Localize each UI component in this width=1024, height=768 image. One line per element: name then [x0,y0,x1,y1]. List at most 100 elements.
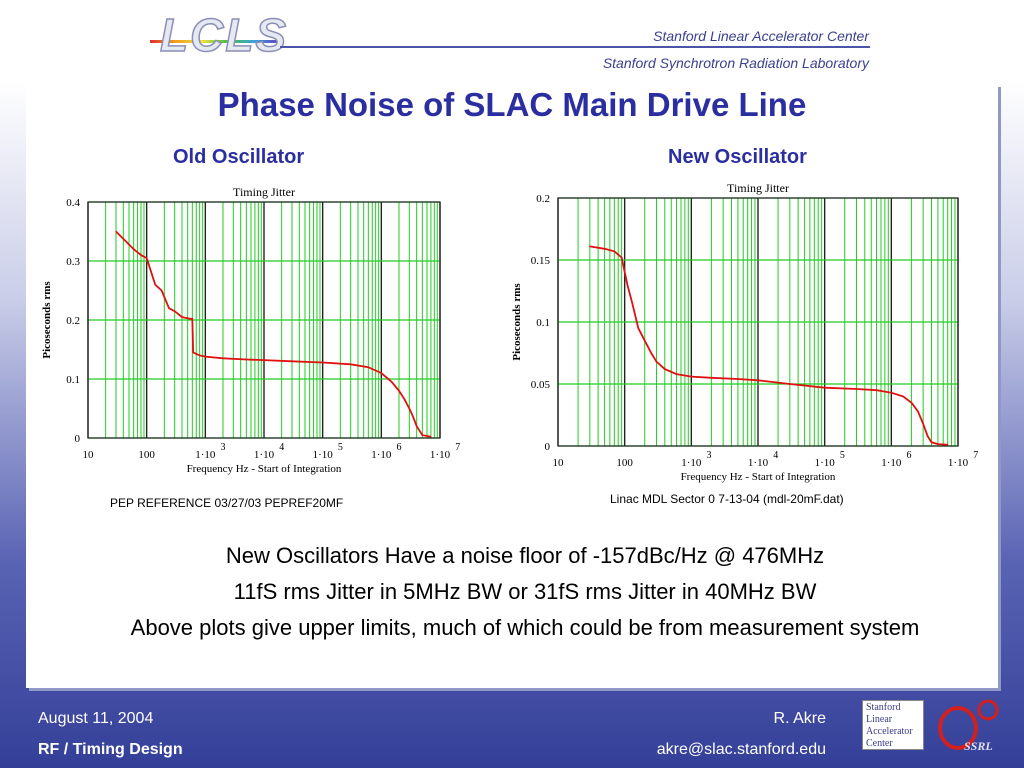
x-tick-label: 1·10 [371,449,392,461]
data-point [192,351,194,354]
chart-title: Timing Jitter [727,181,789,195]
data-point [187,317,189,319]
y-tick-label: 0.2 [536,193,550,205]
body-text: New Oscillators Have a noise floor of -1… [120,538,930,646]
data-point [430,436,432,438]
data-point [168,307,170,309]
data-point [589,245,591,247]
data-point [637,327,639,329]
data-point [291,360,293,362]
x-tick-exponent: 7 [455,442,460,453]
data-point [631,302,633,304]
data-point [174,310,176,312]
x-tick-label: 100 [138,449,155,461]
chart-new-oscillator: 0 0.05 0.1 0.15 0.2 10 100 1·10 3 1·10 4 1·10 5 1·10 6… [511,181,978,483]
badge-line: Stanford [866,702,901,713]
data-point [650,352,652,354]
x-tick-exponent: 3 [221,442,226,453]
data-point [245,358,247,361]
x-tick-label: 1·10 [195,449,216,461]
plot-frame [557,197,959,447]
data-point [115,230,117,233]
x-tick-label: 1·10 [430,449,451,461]
x-axis-label: Frequency Hz - Start of Integration [187,463,342,475]
data-point [927,435,929,437]
y-tick-label: 0.3 [66,256,80,268]
y-axis-label: Picoseconds rms [511,283,523,361]
y-tick-label: 0.15 [531,255,551,267]
data-point [875,389,878,391]
data-point [917,410,919,412]
data-point [391,381,393,383]
slac-badge: Stanford Linear Accelerator Center [862,700,924,750]
x-tick-label: 1·10 [254,449,275,461]
badge-line: Center [866,738,893,749]
data-point [191,318,193,320]
data-point [664,368,666,370]
data-point [757,379,759,381]
data-point [408,407,410,410]
x-tick-label: 100 [616,457,633,469]
data-point [204,355,206,358]
x-tick-label: 10 [553,457,565,469]
ssrl-text: SSRL [964,739,993,753]
y-tick-label: 0.1 [66,374,80,386]
y-tick-label: 0 [545,441,551,453]
x-tick-exponent: 6 [907,450,912,461]
x-tick-label: 1·10 [681,457,702,469]
data-point [154,284,156,286]
bullet-line: New Oscillators Have a noise floor of -1… [225,543,825,568]
slide-title: Phase Noise of SLAC Main Drive Line [217,86,807,123]
data-point [855,388,858,390]
data-point [902,395,904,397]
badge-line: Linear [866,714,893,725]
footer-section: RF / Timing Design [38,741,183,758]
data-point [675,373,678,375]
x-tick-label: 1·10 [815,457,836,469]
caption-new: Linac MDL Sector 0 7-13-04 (mdl-20mF.dat… [610,492,844,506]
footer-date: August 11, 2004 [38,710,154,727]
data-point [263,359,265,361]
data-point [140,254,142,256]
x-tick-label: 1·10 [948,457,969,469]
data-point [824,387,826,389]
chart-subtitle-new: New Oscillator [668,146,807,168]
data-point [199,354,201,356]
ssrl-circle-icon [977,699,999,721]
data-point [380,372,382,374]
data-point [189,318,191,320]
chart-title: Timing Jitter [233,185,295,199]
data-point [937,443,939,445]
data-point [737,378,739,380]
org-name-slac: Stanford Linear Accelerator Center [653,28,869,44]
data-point [922,423,924,425]
data-point [146,257,148,259]
x-tick-label: 10 [83,449,95,461]
data-point [416,425,418,427]
data-point [621,256,623,259]
header-divider [280,46,870,48]
data-point [322,361,324,364]
org-name-ssrl: Stanford Synchrotron Radiation Laborator… [602,55,869,71]
data-point [603,248,606,250]
footer-author: R. Akre [773,710,826,727]
data-point [947,444,949,446]
series-line [589,245,948,446]
chart-subtitle-old: Old Oscillator [173,146,305,168]
badge-line: Accelerator [866,726,913,737]
caption-old: PEP REFERENCE 03/27/03 PEPREF20MF [110,496,344,510]
data-point [161,289,163,292]
y-tick-label: 0.05 [531,379,551,391]
bullet-line: 11fS rms Jitter in 5MHz BW or 31fS rms J… [233,579,817,604]
data-point [412,416,414,418]
data-point [222,357,224,359]
data-point [398,390,400,392]
series-line [115,230,432,438]
x-axis-label: Frequency Hz - Start of Integration [681,471,836,483]
x-tick-exponent: 7 [973,450,978,461]
x-tick-exponent: 4 [279,442,284,453]
data-point [789,383,791,385]
plot-frame [87,201,441,439]
data-point [350,363,352,365]
data-point [930,441,933,443]
